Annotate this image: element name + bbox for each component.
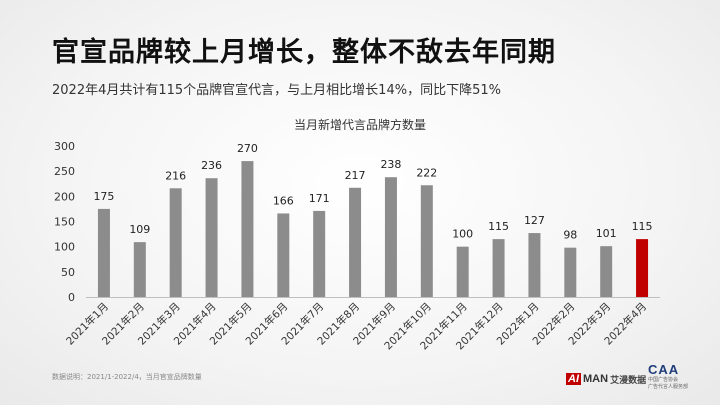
bar-value-label: 115: [632, 220, 653, 233]
bar: [97, 208, 110, 297]
caa-logo-mark: CAA: [648, 362, 680, 377]
caa-logo-line1: 中国广告协会: [648, 377, 679, 383]
bar-value-label: 171: [309, 192, 330, 205]
bar-value-label: 216: [165, 169, 186, 182]
x-axis: 2021年1月2021年2月2021年3月2021年4月2021年5月2021年…: [63, 297, 660, 352]
bar: [349, 187, 362, 297]
aiman-logo: AI MAN 艾漫数据: [566, 372, 646, 386]
bar: [420, 185, 433, 297]
data-note: 数据说明：2021/1-2022/4，当月官宣品牌数量: [52, 373, 202, 381]
bar: [277, 213, 290, 297]
bar: [384, 177, 397, 297]
aiman-logo-ai: AI: [566, 373, 581, 385]
bar: [456, 246, 469, 297]
y-tick-label: 200: [54, 190, 75, 203]
page-title: 官宣品牌较上月增长，整体不敌去年同期: [52, 37, 556, 68]
y-tick-label: 50: [61, 266, 75, 279]
y-tick-label: 300: [54, 140, 75, 153]
caa-logo-line2: 广告代言人服务部: [648, 384, 689, 390]
bar-series: 175 109 216 236 270 166 171 217 238 222 100 115 127 9…: [93, 142, 653, 297]
bar-value-label: 101: [596, 227, 617, 240]
y-tick-label: 150: [54, 216, 75, 229]
bar-value-label: 222: [416, 166, 437, 179]
y-axis: 0 50 100 150 200 250 300: [54, 140, 75, 304]
bar-value-label: 236: [201, 159, 222, 172]
bar-value-label: 98: [563, 229, 577, 242]
bar: [205, 178, 218, 297]
bar-value-label: 109: [129, 223, 150, 236]
bar-value-label: 270: [237, 142, 258, 155]
bar: [169, 188, 182, 297]
y-tick-label: 250: [54, 165, 75, 178]
bar-value-label: 127: [524, 214, 545, 227]
chart-title: 当月新增代言品牌方数量: [294, 117, 426, 132]
bar-value-label: 115: [488, 220, 509, 233]
bar: [636, 239, 649, 297]
bar-value-label: 175: [93, 190, 114, 203]
y-tick-label: 100: [54, 241, 75, 254]
bar: [600, 246, 613, 297]
bar: [313, 210, 326, 297]
bar-value-label: 166: [273, 194, 294, 207]
bar-value-label: 217: [345, 169, 366, 182]
bar: [133, 242, 146, 297]
bar: [241, 161, 254, 297]
aiman-logo-text: 艾漫数据: [610, 374, 647, 385]
bar: [564, 247, 577, 297]
caa-logo: CAA 中国广告协会 广告代言人服务部: [648, 362, 708, 391]
page-subtitle: 2022年4月共计有115个品牌官宣代言，与上月相比增长14%，同比下降51%: [52, 83, 501, 98]
y-tick-label: 0: [68, 291, 75, 304]
bar: [528, 233, 541, 297]
bar: [492, 239, 505, 297]
bar-value-label: 238: [380, 158, 401, 171]
bar-value-label: 100: [452, 228, 473, 241]
aiman-logo-man: MAN: [583, 373, 609, 385]
